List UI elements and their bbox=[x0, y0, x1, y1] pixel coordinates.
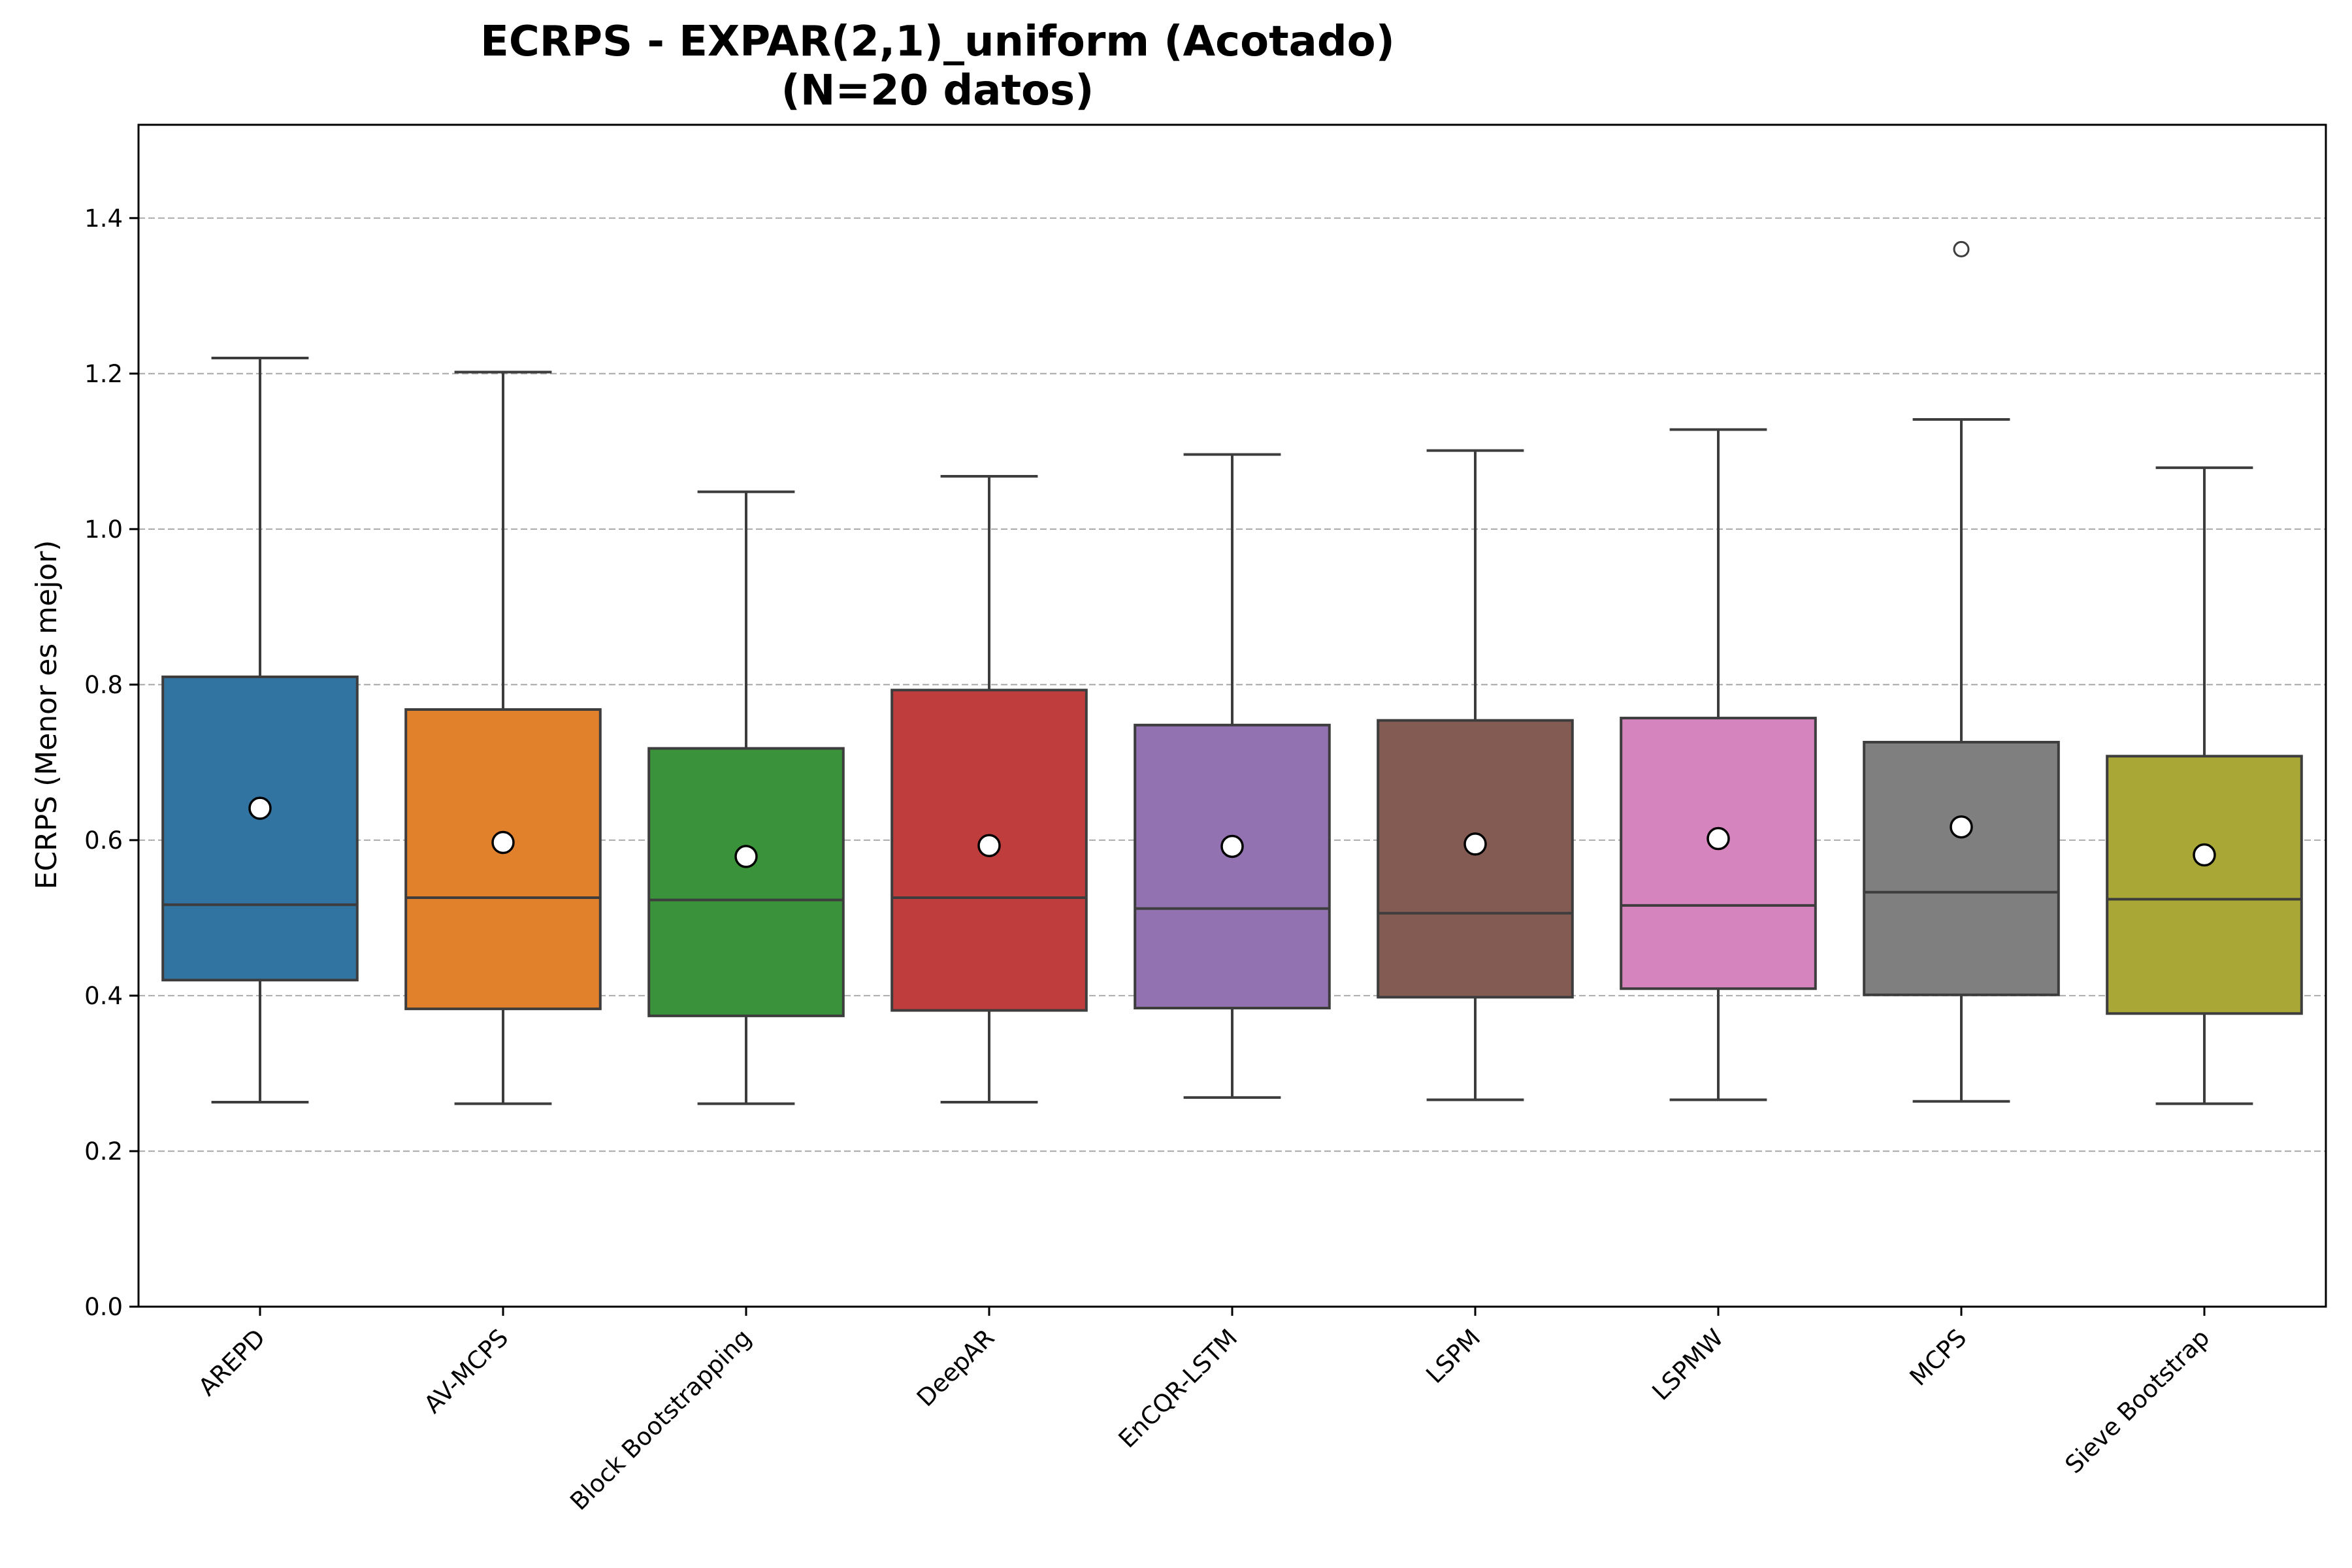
x-tick-label: DeepAR bbox=[911, 1324, 1000, 1412]
box-group bbox=[647, 490, 845, 1105]
box-layer bbox=[161, 240, 2303, 1105]
x-tick-label: LSPMW bbox=[1647, 1324, 1729, 1406]
x-tick-label: MCPS bbox=[1904, 1324, 1972, 1392]
chart-title-line2: (N=20 datos) bbox=[781, 67, 1094, 115]
y-tick-label: 1.2 bbox=[84, 360, 123, 388]
box-group bbox=[1377, 449, 1574, 1102]
x-tick-label: Sieve Bootstrap bbox=[2060, 1324, 2215, 1479]
y-tick-label: 0.4 bbox=[84, 982, 123, 1010]
y-tick-label: 1.0 bbox=[84, 515, 123, 544]
mean-marker bbox=[1463, 832, 1487, 856]
mean-marker bbox=[734, 845, 758, 868]
x-tick-label: LSPM bbox=[1420, 1324, 1486, 1389]
y-tick-label: 0.6 bbox=[84, 826, 123, 855]
box-group bbox=[161, 357, 359, 1103]
box-group bbox=[890, 474, 1088, 1103]
y-tick-label: 0.8 bbox=[84, 671, 123, 699]
chart-title-line1: ECRPS - EXPAR(2,1)_uniform (Acotado) bbox=[480, 18, 1395, 66]
box-group bbox=[2106, 466, 2303, 1105]
box-iqr bbox=[161, 675, 359, 982]
x-tick-label: Block Bootstrapping bbox=[564, 1324, 757, 1516]
y-tick-label: 0.0 bbox=[84, 1293, 123, 1321]
mean-marker bbox=[2193, 843, 2216, 867]
y-tick-label: 0.2 bbox=[84, 1137, 123, 1166]
box-group bbox=[1620, 428, 1817, 1102]
mean-marker bbox=[1950, 815, 1973, 839]
box-iqr bbox=[404, 708, 602, 1011]
y-tick-label: 1.4 bbox=[84, 204, 123, 233]
box-iqr bbox=[1377, 719, 1574, 999]
mean-marker bbox=[248, 796, 272, 820]
outlier-point bbox=[1953, 240, 1970, 257]
x-tick-label: EnCQR-LSTM bbox=[1113, 1324, 1243, 1454]
box-group bbox=[1863, 240, 2060, 1103]
x-tick-label: AREPD bbox=[193, 1324, 270, 1401]
mean-marker bbox=[977, 834, 1001, 858]
box-iqr bbox=[1863, 740, 2060, 996]
box-iqr bbox=[2106, 755, 2303, 1015]
y-axis-label: ECRPS (Menor es mejor) bbox=[30, 540, 63, 890]
box-iqr bbox=[1134, 723, 1331, 1009]
mean-marker bbox=[1707, 826, 1730, 851]
box-group bbox=[1134, 453, 1331, 1099]
x-tick-label: AV-MCPS bbox=[419, 1324, 514, 1419]
mean-marker bbox=[1220, 834, 1244, 858]
mean-marker bbox=[491, 830, 515, 855]
box-iqr bbox=[1620, 717, 1817, 990]
box-iqr bbox=[647, 747, 845, 1017]
box-group bbox=[404, 370, 602, 1105]
